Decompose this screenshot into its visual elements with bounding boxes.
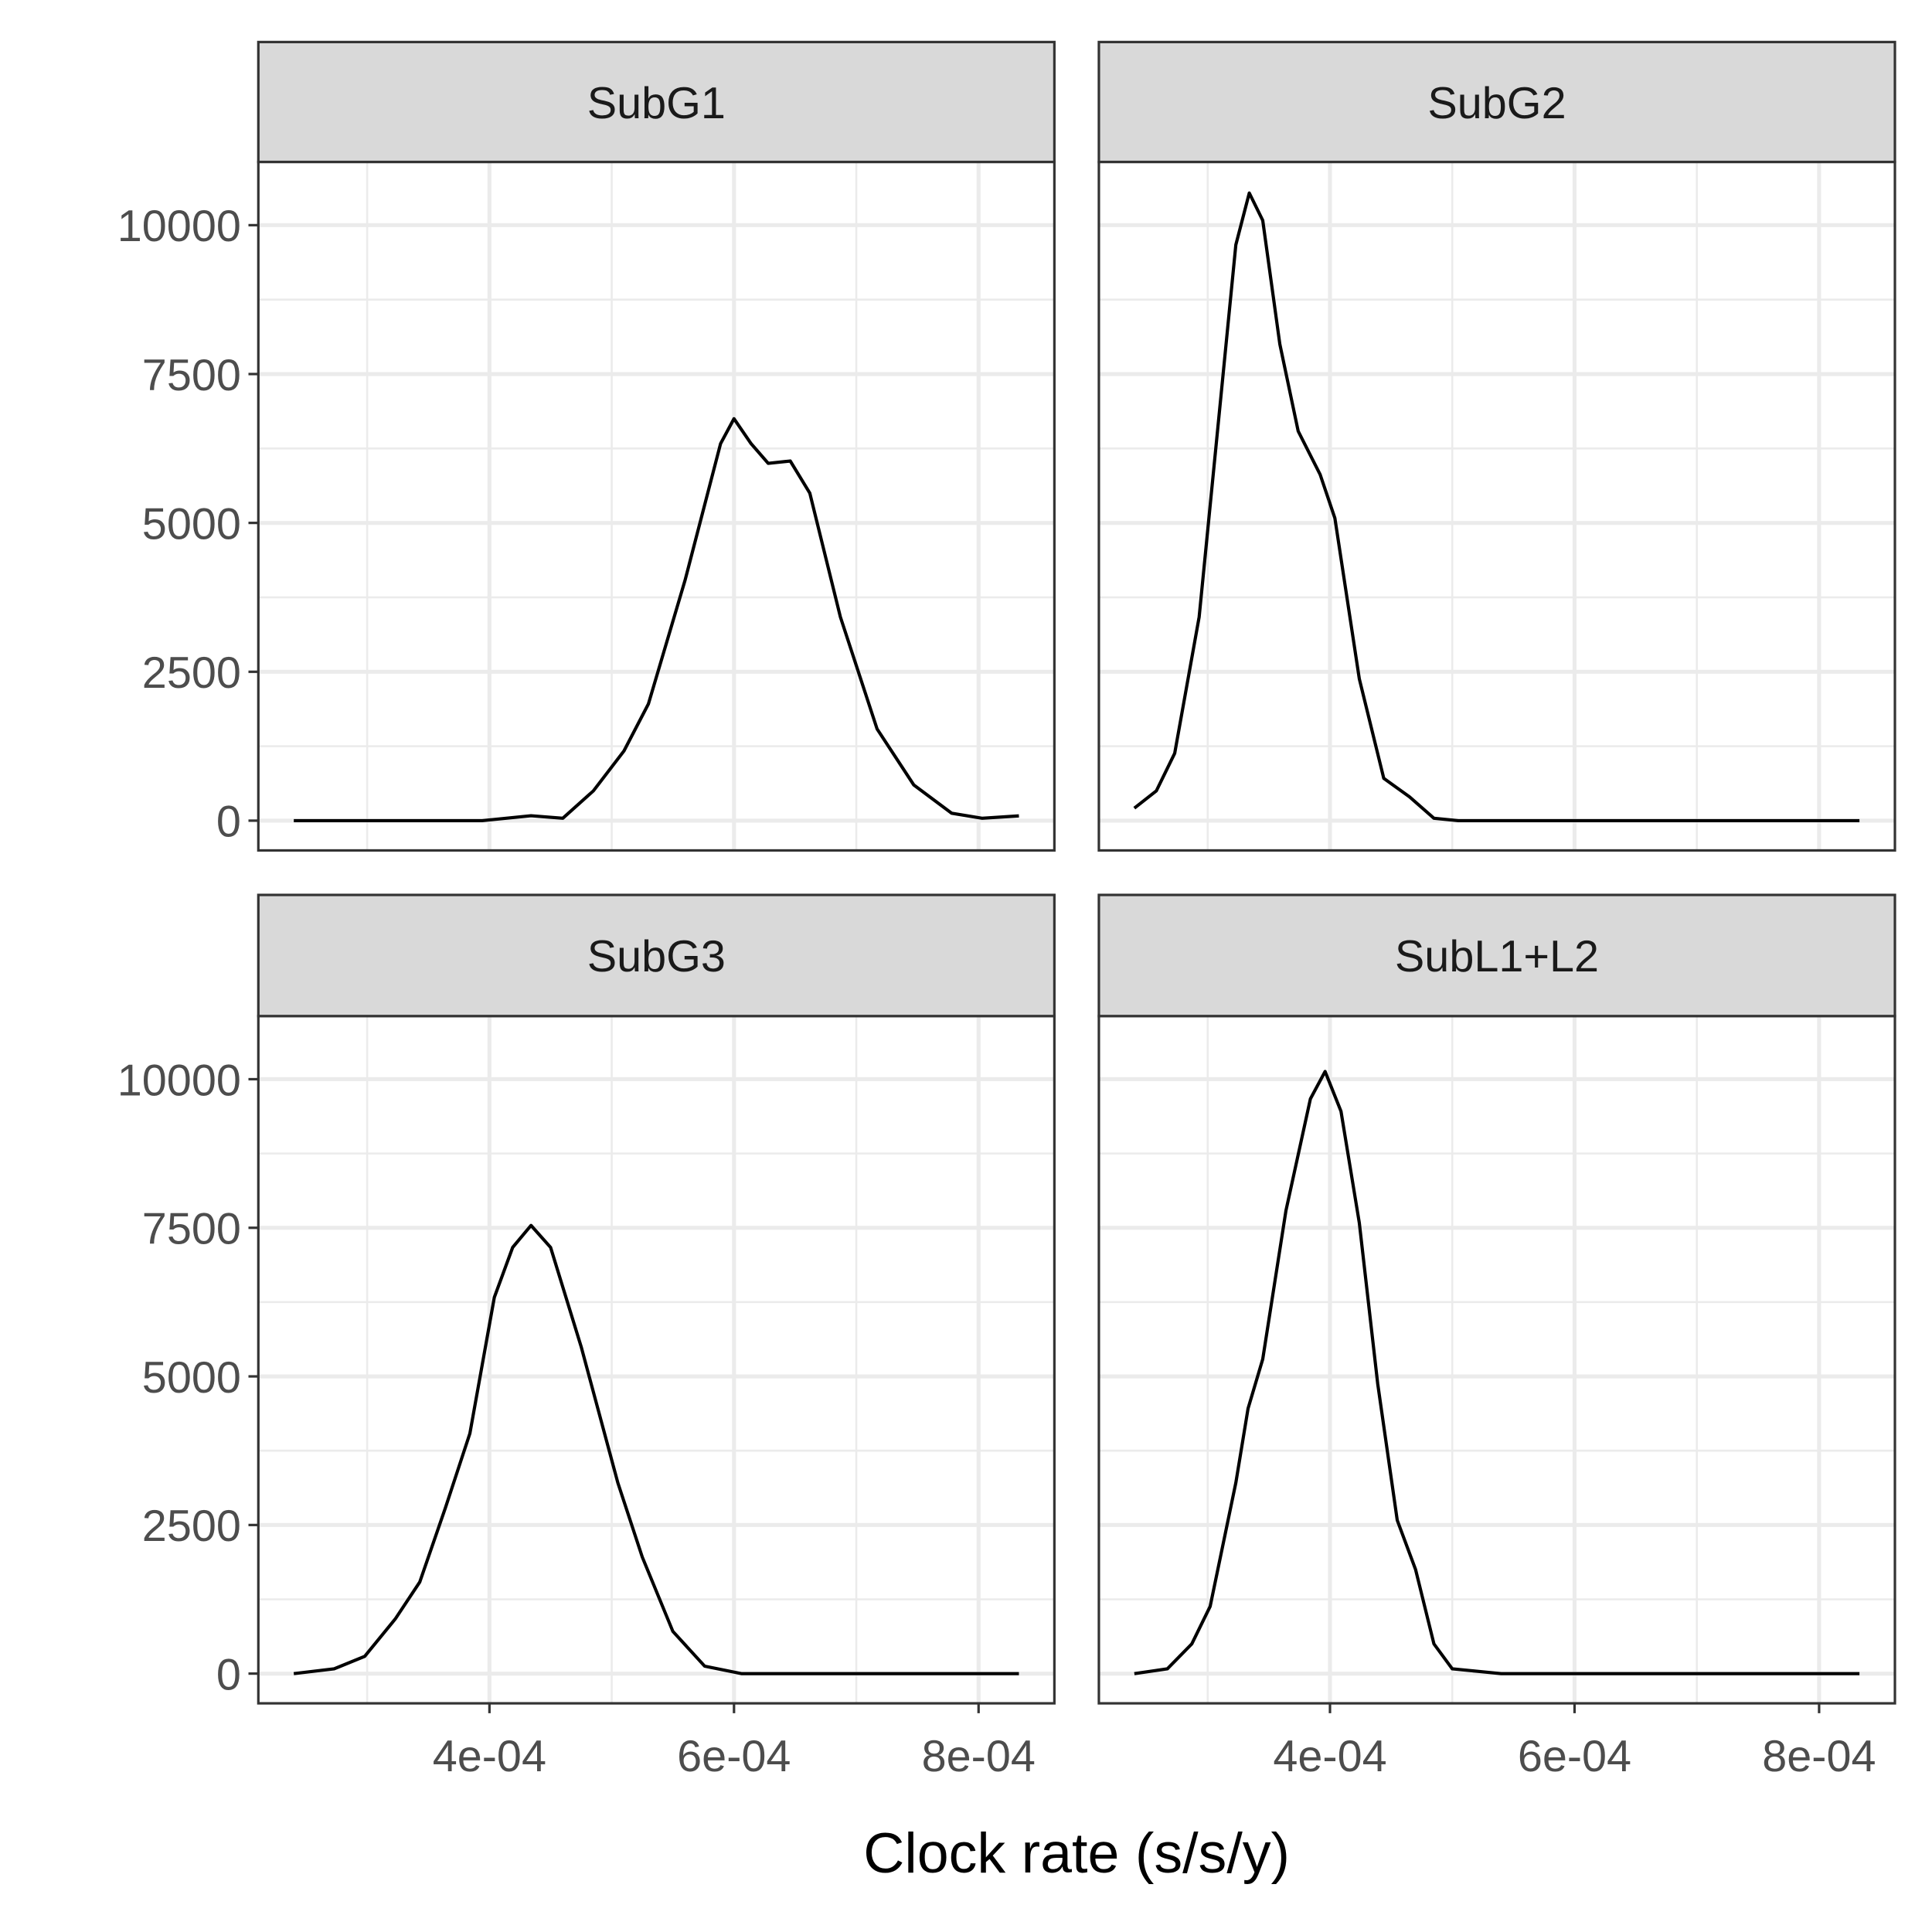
y-tick-label: 0 — [216, 1650, 241, 1699]
x-tick-label: 6e-04 — [677, 1732, 791, 1781]
y-tick-label: 7500 — [142, 351, 241, 400]
strip-title: SubG2 — [1427, 79, 1566, 128]
x-tick-label: 8e-04 — [922, 1732, 1036, 1781]
strip-title: SubG3 — [587, 932, 726, 981]
y-tick-label: 2500 — [142, 648, 241, 698]
strip — [1097, 893, 1896, 1018]
strip — [257, 893, 1056, 1018]
x-tick-label: 4e-04 — [1273, 1732, 1386, 1781]
y-tick-label: 0 — [216, 798, 241, 847]
panel-background — [1098, 1015, 1896, 1704]
density-line — [1134, 1070, 1860, 1675]
x-axis-label: Clock rate (s/s/y) — [863, 1821, 1290, 1885]
y-tick-label: 5000 — [142, 1353, 241, 1403]
strip-title: SubG1 — [587, 79, 726, 128]
density-line — [294, 417, 1019, 822]
panel-background — [258, 162, 1055, 851]
x-tick-label: 4e-04 — [433, 1732, 546, 1781]
y-tick-label: 7500 — [142, 1205, 241, 1254]
density-line — [293, 1223, 1019, 1675]
density-line — [1133, 191, 1860, 822]
y-tick-label: 10000 — [117, 1056, 241, 1105]
strip — [257, 40, 1056, 164]
x-tick-label: 6e-04 — [1518, 1732, 1631, 1781]
x-tick-label: 8e-04 — [1762, 1732, 1876, 1781]
y-tick-label: 2500 — [142, 1502, 241, 1551]
y-tick-label: 10000 — [117, 202, 241, 251]
strip-title: SubL1+L2 — [1395, 932, 1599, 981]
strip — [1097, 40, 1896, 164]
y-tick-label: 5000 — [142, 499, 241, 549]
